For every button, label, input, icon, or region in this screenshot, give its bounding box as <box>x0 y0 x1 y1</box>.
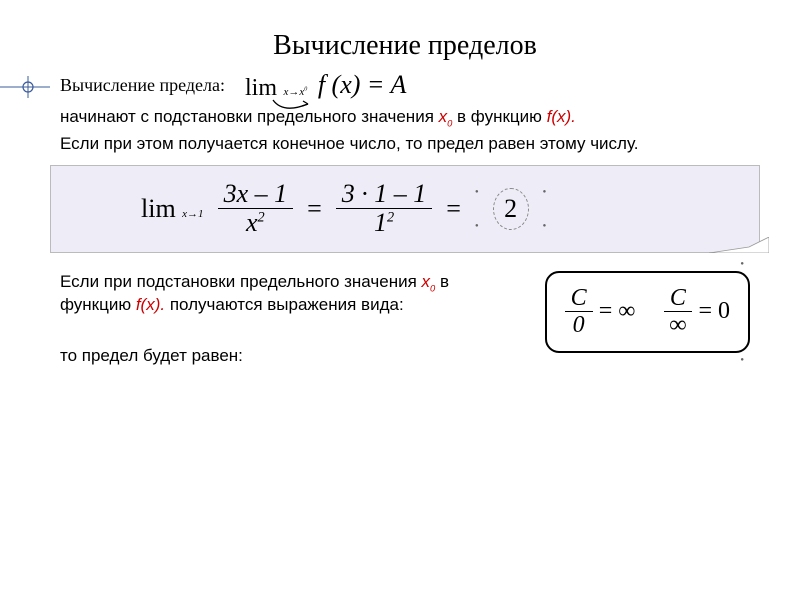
example-formula: lim x→1 3x – 1 x2 = 3 · 1 – 1 12 = ●● 2 … <box>141 180 739 238</box>
arrow-annotation-icon <box>263 98 323 116</box>
intro-line: Вычисление предела: lim x→x0 f (x) = A <box>60 70 750 100</box>
result-c-over-0: C 0 = ∞ <box>565 285 636 339</box>
intro-text: Вычисление предела: <box>60 75 225 96</box>
bottom-text: Если при подстановки предельного значени… <box>60 271 525 368</box>
result-c-over-inf: C ∞ = 0 <box>663 285 730 339</box>
main-limit-formula: lim x→x0 f (x) = A <box>245 70 406 100</box>
selection-dots-icon: ●● <box>475 189 479 229</box>
selection-dots-icon: ●● <box>543 189 547 229</box>
handle-dot-icon: ● <box>740 261 744 267</box>
handle-dot-icon: ● <box>740 357 744 363</box>
page-fold-icon <box>709 237 769 253</box>
slide-title: Вычисление пределов <box>60 30 750 62</box>
example-box: lim x→1 3x – 1 x2 = 3 · 1 – 1 12 = ●● 2 … <box>50 165 760 253</box>
result-box-wrapper: ● C 0 = ∞ C ∞ = 0 ● <box>545 271 750 353</box>
result-box: C 0 = ∞ C ∞ = 0 <box>545 271 750 353</box>
bottom-row: Если при подстановки предельного значени… <box>60 271 750 368</box>
slide-content: Вычисление пределов Вычисление предела: … <box>0 0 800 378</box>
paragraph-2: Если при этом получается конечное число,… <box>60 133 750 154</box>
circled-result: 2 <box>493 188 529 230</box>
paragraph-1: начинают с подстановки предельного значе… <box>60 106 750 127</box>
